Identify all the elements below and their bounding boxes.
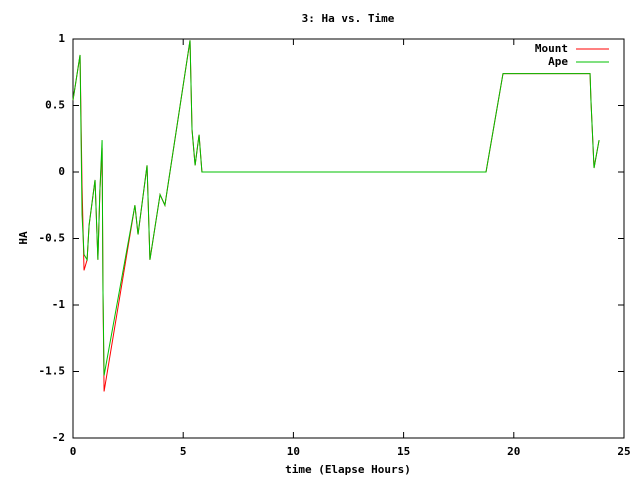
x-tick-label: 0 — [70, 445, 77, 458]
x-tick-label: 15 — [397, 445, 410, 458]
x-tick-label: 10 — [287, 445, 300, 458]
y-tick-label: -0.5 — [39, 232, 66, 245]
x-tick-label: 5 — [180, 445, 187, 458]
y-tick-label: -1 — [52, 298, 66, 311]
series-line — [72, 40, 600, 376]
chart-title: 3: Ha vs. Time — [302, 12, 395, 25]
y-axis-label: HA — [17, 231, 30, 245]
y-tick-label: -1.5 — [39, 365, 66, 378]
y-tick-label: 1 — [58, 32, 65, 45]
y-tick-label: 0 — [58, 165, 65, 178]
x-tick-label: 25 — [617, 445, 630, 458]
legend-label: Ape — [548, 55, 568, 68]
y-tick-label: 0.5 — [45, 99, 65, 112]
legend-label: Mount — [535, 42, 568, 55]
y-tick-label: -2 — [52, 431, 65, 444]
x-tick-label: 20 — [507, 445, 520, 458]
x-axis-label: time (Elapse Hours) — [285, 463, 411, 476]
